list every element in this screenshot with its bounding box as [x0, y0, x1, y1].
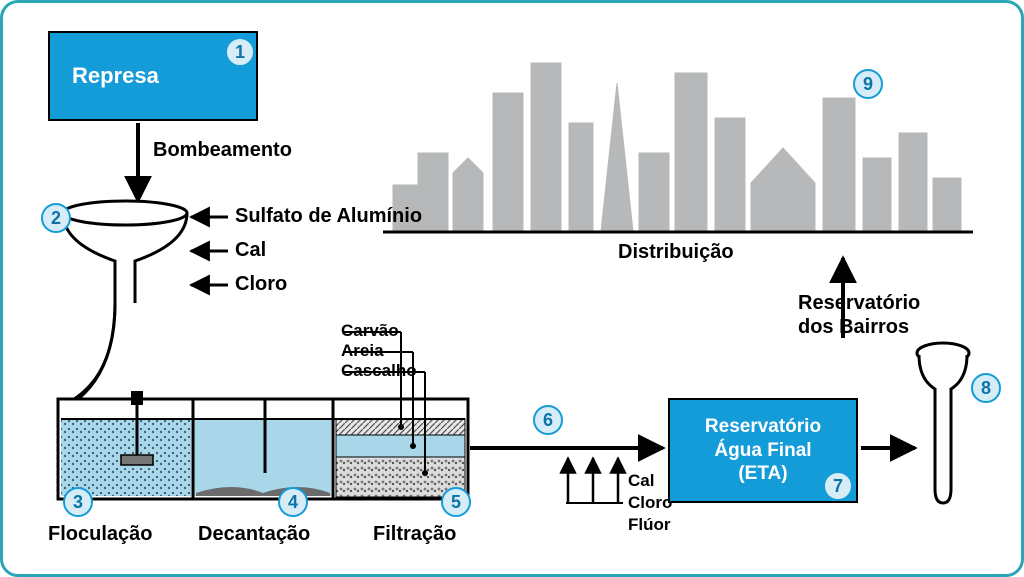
- layer-0: Carvão: [341, 321, 399, 341]
- reservatorio-eta-label: ReservatórioÁgua Final(ETA): [705, 415, 821, 486]
- funnel-shape: [63, 201, 187, 403]
- badge-6: 6: [533, 405, 563, 435]
- decant-label: Decantação: [198, 523, 310, 546]
- badge-4: 4: [278, 487, 308, 517]
- layer-1: Areia: [341, 341, 384, 361]
- badge-7: 7: [823, 471, 853, 501]
- chem6-2: Flúor: [628, 515, 671, 535]
- layer-2: Cascalho: [341, 361, 417, 381]
- badge-9: 9: [853, 69, 883, 99]
- chem6-0: Cal: [628, 471, 654, 491]
- represa-label: Represa: [72, 62, 159, 90]
- water-tower: [917, 343, 969, 503]
- res-bairros-label: Reservatóriodos Bairros: [798, 291, 958, 339]
- chem2-0: Sulfato de Alumínio: [235, 205, 422, 228]
- distrib-label: Distribuição: [618, 241, 734, 264]
- badge-2: 2: [41, 203, 71, 233]
- badge-1: 1: [225, 37, 255, 67]
- chem6-1: Cloro: [628, 493, 672, 513]
- chem2-1: Cal: [235, 239, 266, 262]
- water-treatment-diagram: Represa 1 Bombeamento 2 Sulfato de Alumí…: [0, 0, 1024, 577]
- badge-8: 8: [971, 373, 1001, 403]
- floc-label: Floculação: [48, 523, 152, 546]
- treatment-tanks: [58, 391, 468, 499]
- bombeamento-label: Bombeamento: [153, 139, 292, 162]
- filt-label: Filtração: [373, 523, 456, 546]
- badge-3: 3: [63, 487, 93, 517]
- badge-5: 5: [441, 487, 471, 517]
- city-skyline: [383, 63, 973, 232]
- chem2-2: Cloro: [235, 273, 287, 296]
